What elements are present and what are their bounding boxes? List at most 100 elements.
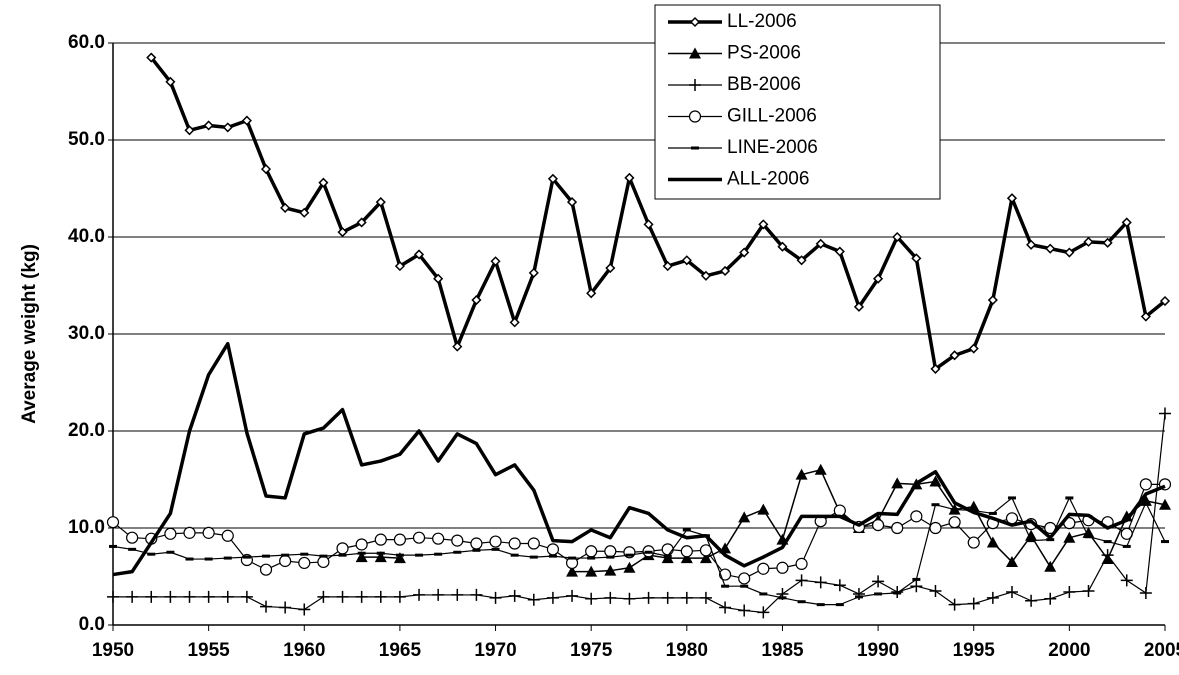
marker-shape bbox=[336, 590, 349, 603]
marker-shape bbox=[1005, 555, 1018, 567]
marker bbox=[871, 518, 885, 532]
marker-shape bbox=[623, 592, 636, 605]
marker-shape bbox=[720, 265, 731, 277]
marker bbox=[145, 590, 158, 603]
marker bbox=[1064, 247, 1075, 258]
marker-shape bbox=[1025, 529, 1038, 541]
marker-shape bbox=[586, 288, 597, 299]
marker bbox=[202, 590, 215, 603]
legend-label: PS-2006 bbox=[727, 43, 801, 64]
marker bbox=[643, 219, 654, 230]
marker bbox=[699, 591, 712, 604]
marker-shape bbox=[688, 110, 702, 123]
marker bbox=[222, 122, 233, 133]
marker bbox=[547, 173, 558, 184]
marker bbox=[126, 531, 139, 544]
marker bbox=[948, 516, 961, 529]
marker bbox=[1025, 594, 1038, 607]
marker-shape bbox=[528, 267, 539, 278]
marker-shape bbox=[451, 588, 464, 601]
marker bbox=[413, 588, 426, 601]
marker-shape bbox=[490, 256, 501, 267]
marker-shape bbox=[1101, 549, 1114, 562]
marker-shape bbox=[967, 536, 980, 549]
marker-shape bbox=[738, 511, 751, 523]
marker bbox=[260, 164, 272, 175]
marker-shape bbox=[833, 579, 846, 592]
series-line bbox=[112, 341, 1166, 577]
marker-shape bbox=[929, 585, 942, 598]
marker-shape bbox=[279, 554, 292, 568]
y-tick-label: 0.0 bbox=[79, 614, 105, 635]
marker-shape bbox=[814, 576, 827, 589]
marker-shape bbox=[546, 591, 559, 604]
marker-shape bbox=[566, 197, 578, 208]
marker bbox=[661, 543, 674, 556]
marker-shape bbox=[624, 172, 635, 183]
marker bbox=[739, 247, 750, 258]
marker-shape bbox=[1121, 217, 1132, 228]
marker bbox=[546, 543, 560, 556]
marker bbox=[688, 110, 702, 123]
marker-shape bbox=[547, 173, 558, 184]
marker-shape bbox=[738, 604, 751, 617]
marker-shape bbox=[986, 536, 999, 548]
marker-shape bbox=[929, 475, 942, 487]
legend-box bbox=[654, 4, 941, 200]
marker-shape bbox=[566, 589, 579, 602]
marker bbox=[967, 500, 980, 512]
marker bbox=[586, 288, 597, 299]
marker-shape bbox=[183, 590, 196, 603]
marker-shape bbox=[356, 217, 367, 228]
marker bbox=[374, 590, 387, 603]
marker-shape bbox=[146, 52, 157, 63]
marker bbox=[337, 227, 348, 238]
marker bbox=[374, 533, 387, 546]
marker bbox=[967, 536, 980, 549]
marker-shape bbox=[987, 294, 998, 306]
marker bbox=[203, 120, 214, 131]
marker bbox=[241, 115, 252, 126]
x-tick-label: 1950 bbox=[92, 640, 134, 661]
marker bbox=[891, 521, 904, 535]
marker-shape bbox=[891, 477, 904, 489]
marker bbox=[757, 606, 770, 619]
marker bbox=[623, 561, 636, 573]
marker-shape bbox=[1082, 585, 1095, 598]
marker-shape bbox=[452, 341, 463, 352]
marker-shape bbox=[336, 542, 349, 555]
marker bbox=[891, 477, 904, 489]
marker bbox=[873, 273, 884, 284]
marker bbox=[106, 516, 120, 529]
y-axis-label: Average weight (kg) bbox=[19, 244, 40, 424]
marker bbox=[546, 591, 559, 604]
marker-shape bbox=[126, 590, 139, 603]
marker bbox=[317, 590, 330, 603]
marker bbox=[452, 341, 463, 352]
marker-shape bbox=[107, 590, 119, 603]
marker-shape bbox=[681, 255, 692, 266]
marker bbox=[814, 576, 827, 589]
marker-shape bbox=[689, 47, 701, 59]
marker bbox=[356, 217, 367, 228]
marker bbox=[260, 600, 273, 613]
marker bbox=[795, 557, 808, 570]
legend-label: BB-2006 bbox=[727, 74, 801, 95]
marker bbox=[1026, 239, 1037, 250]
marker bbox=[738, 511, 751, 523]
marker-shape bbox=[738, 572, 751, 585]
marker bbox=[1159, 407, 1171, 420]
marker bbox=[777, 241, 788, 252]
marker bbox=[892, 231, 903, 243]
marker-shape bbox=[299, 207, 310, 218]
marker bbox=[585, 592, 598, 605]
marker bbox=[689, 79, 701, 91]
marker bbox=[680, 545, 693, 558]
marker-shape bbox=[260, 600, 273, 613]
x-tick-label: 1970 bbox=[474, 640, 516, 661]
marker bbox=[298, 603, 311, 616]
marker bbox=[279, 554, 292, 568]
marker-shape bbox=[949, 350, 960, 361]
marker-shape bbox=[508, 537, 521, 550]
